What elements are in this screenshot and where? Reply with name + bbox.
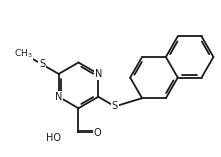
Text: CH$_3$: CH$_3$ bbox=[14, 47, 32, 60]
Text: S: S bbox=[112, 101, 118, 111]
Text: HO: HO bbox=[46, 133, 61, 143]
Text: O: O bbox=[94, 128, 101, 138]
Text: N: N bbox=[95, 69, 102, 79]
Text: S: S bbox=[39, 59, 45, 69]
Text: N: N bbox=[55, 92, 62, 102]
